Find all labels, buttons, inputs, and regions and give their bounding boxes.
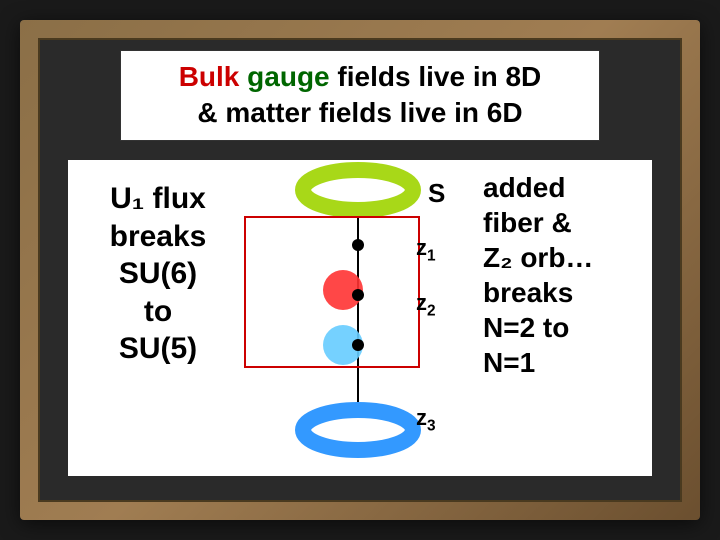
title-line-1: Bulk gauge fields live in 8D bbox=[133, 59, 587, 95]
title-card: Bulk gauge fields live in 8D & matter fi… bbox=[120, 50, 600, 141]
left-text: U₁ flux breaks SU(6) to SU(5) bbox=[68, 160, 238, 476]
left-l3: SU(6) bbox=[83, 255, 233, 293]
right-text: added fiber & Z₂ orb… breaks N=2 to N=1 bbox=[478, 160, 652, 476]
right-l5: N=2 to bbox=[483, 310, 647, 345]
title-gauge: gauge bbox=[247, 61, 329, 92]
left-l1: U₁ flux bbox=[83, 180, 233, 218]
title-rest2: matter fields live in 6D bbox=[225, 97, 522, 128]
chalkboard: Bulk gauge fields live in 8D & matter fi… bbox=[38, 38, 682, 502]
title-bulk: Bulk bbox=[179, 61, 240, 92]
right-l3: Z₂ orb… bbox=[483, 240, 647, 275]
title-rest1: fields live in 8D bbox=[337, 61, 541, 92]
title-amp: & bbox=[197, 97, 217, 128]
diagram-label: z1 bbox=[416, 235, 436, 265]
torus-top-hole bbox=[332, 183, 384, 197]
wood-frame: Bulk gauge fields live in 8D & matter fi… bbox=[20, 20, 700, 520]
right-l2: fiber & bbox=[483, 205, 647, 240]
right-l4: breaks bbox=[483, 275, 647, 310]
content-card: U₁ flux breaks SU(6) to SU(5) bbox=[68, 160, 652, 476]
right-l1: added bbox=[483, 170, 647, 205]
left-l2: breaks bbox=[83, 218, 233, 256]
center-diagram: Sz1 z2 z3 bbox=[238, 160, 478, 476]
torus-bottom-hole bbox=[332, 423, 384, 437]
diagram-label: S bbox=[428, 178, 445, 209]
left-l4: to bbox=[83, 293, 233, 331]
left-l5: SU(5) bbox=[83, 330, 233, 368]
right-l6: N=1 bbox=[483, 345, 647, 380]
diagram-label: z2 bbox=[416, 290, 436, 320]
red-box bbox=[244, 216, 420, 368]
title-line-2: & matter fields live in 6D bbox=[133, 95, 587, 131]
diagram-label: z3 bbox=[416, 405, 436, 435]
